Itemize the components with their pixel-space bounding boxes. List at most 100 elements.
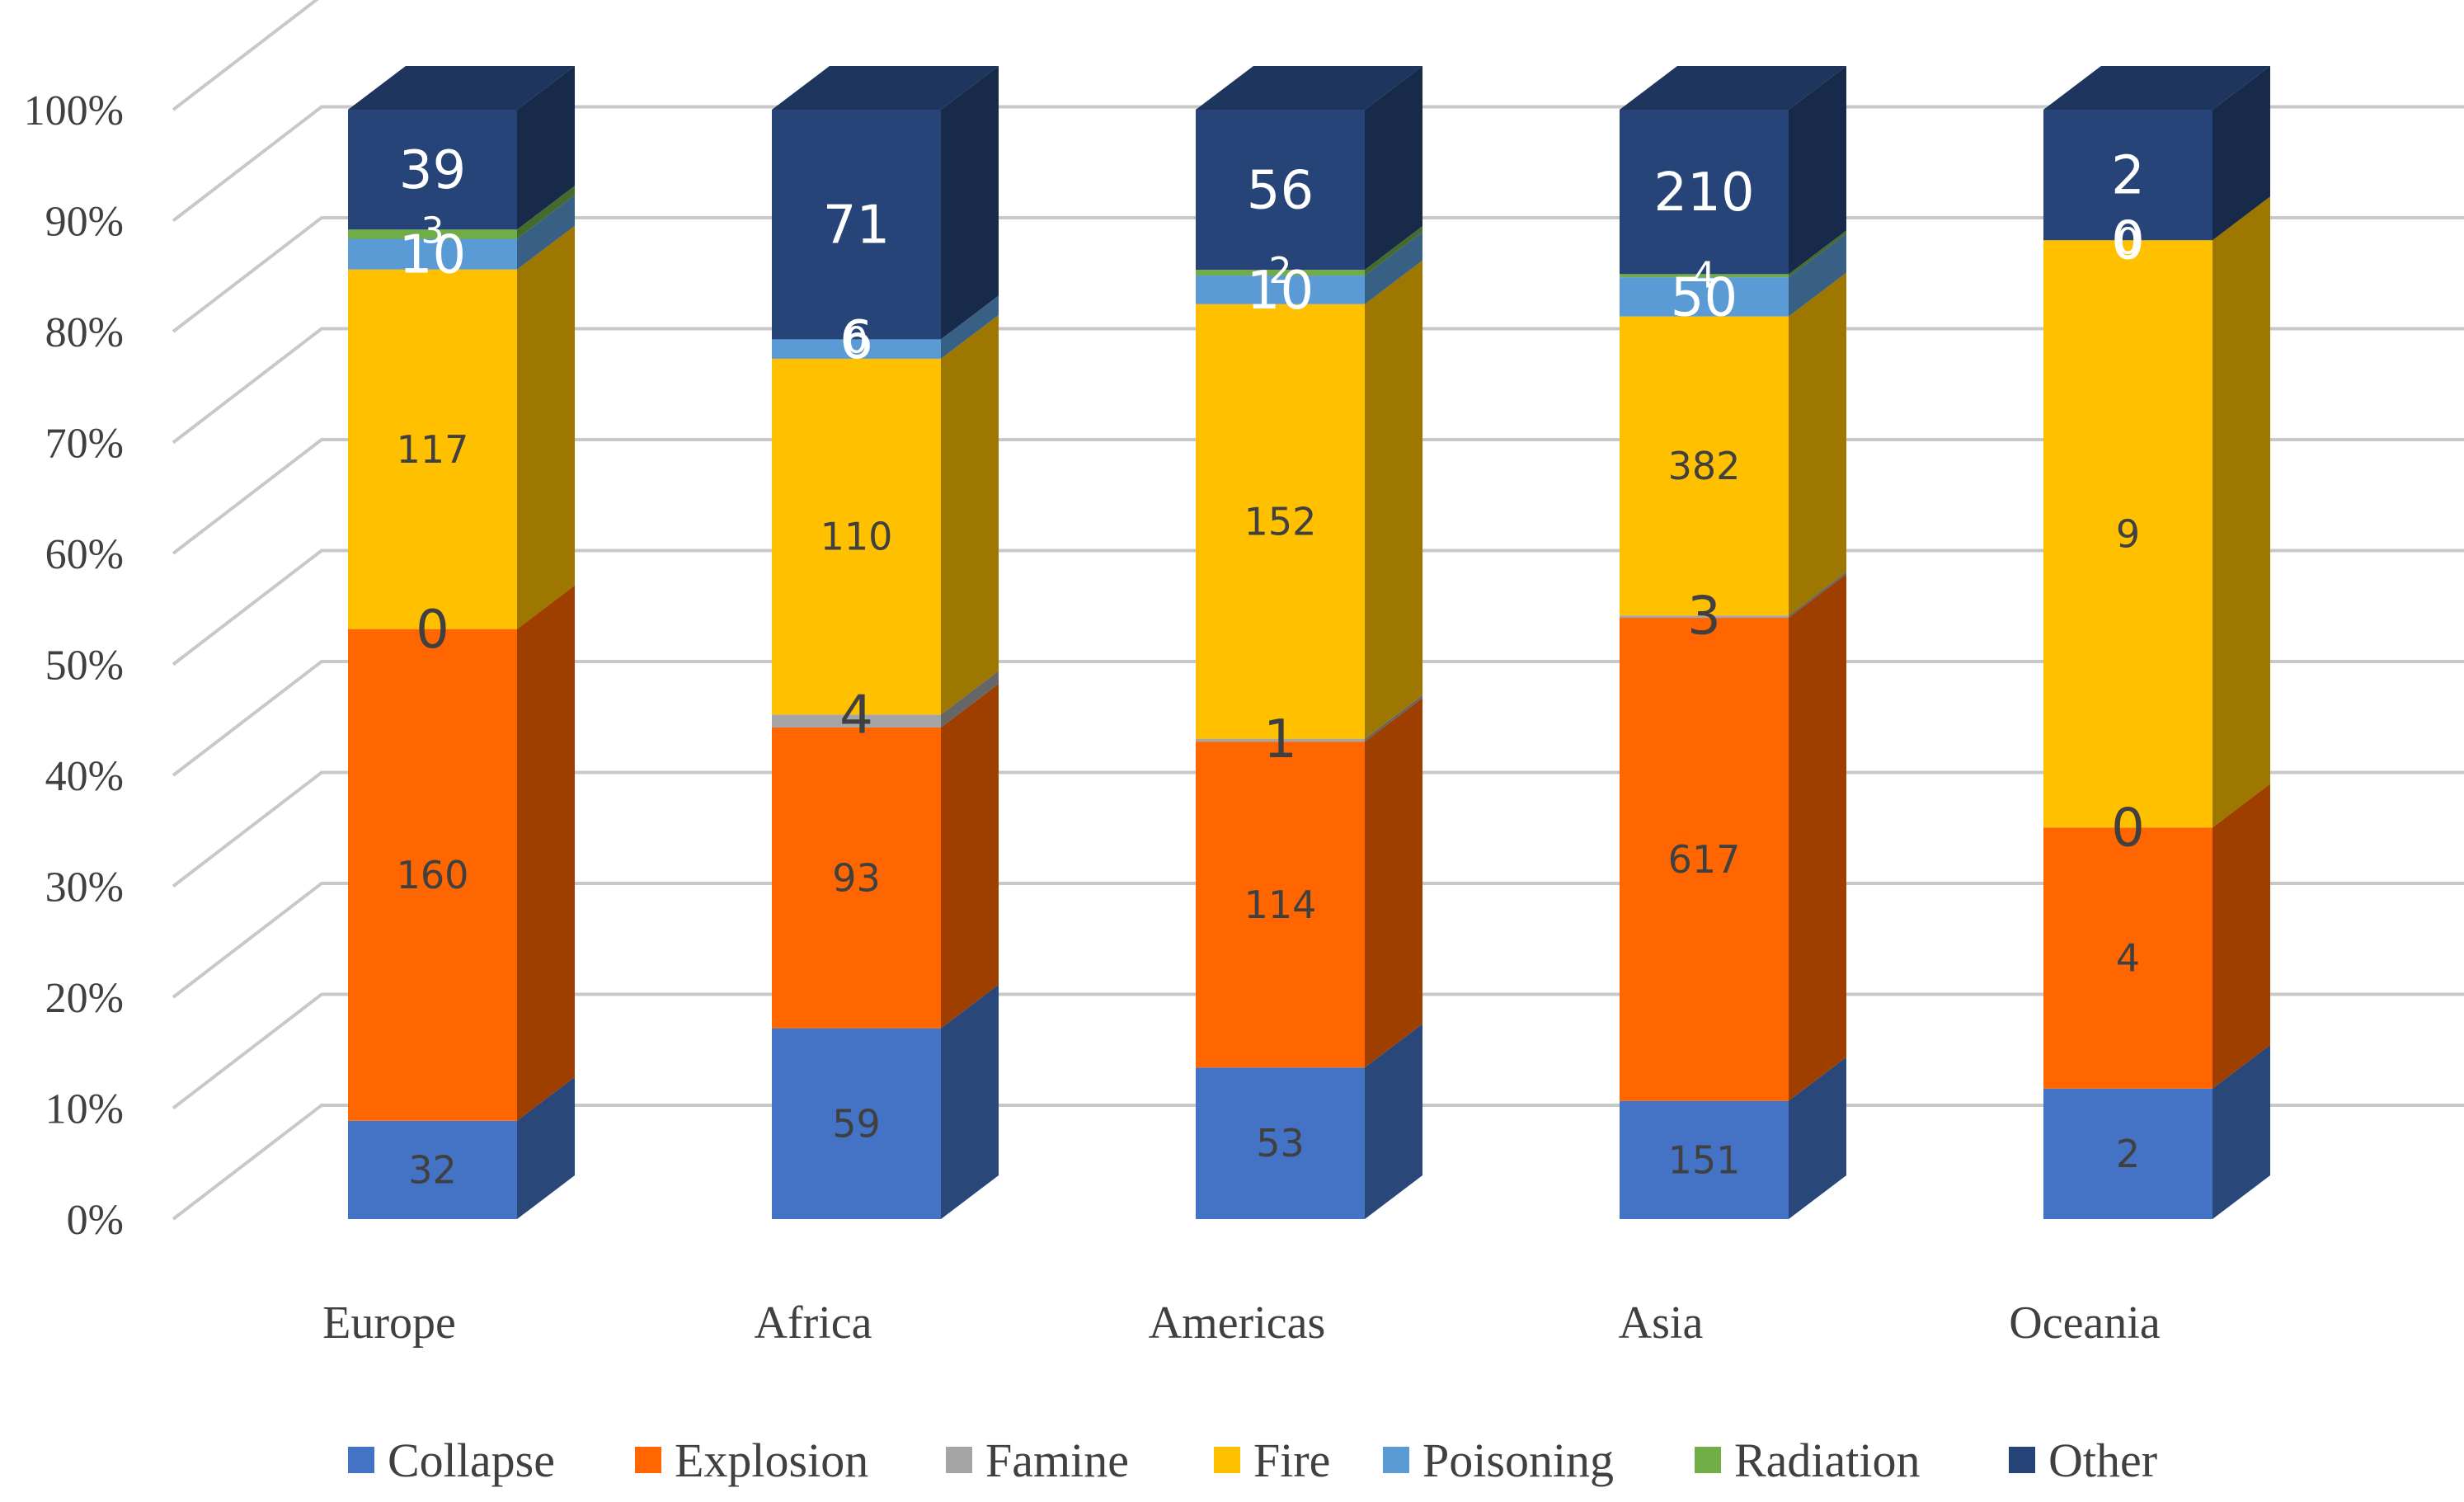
data-label: 39 <box>399 140 466 201</box>
data-label: 0 <box>2111 211 2145 272</box>
data-label: 160 <box>397 853 469 897</box>
bar-segment <box>772 984 999 1219</box>
bar-side <box>517 1076 575 1219</box>
bar-front <box>2043 240 2212 828</box>
bar-front <box>1620 615 1789 619</box>
bar-side <box>1789 574 1846 1101</box>
data-label: 71 <box>823 195 890 257</box>
data-label: 4 <box>839 685 873 746</box>
bar-segment <box>772 66 999 340</box>
bar-front <box>772 727 941 1029</box>
data-label: 117 <box>397 427 469 472</box>
bar-side <box>941 984 999 1219</box>
bar-front <box>348 229 517 239</box>
bar-top <box>1620 66 1846 110</box>
legend-label: Radiation <box>1734 1434 1921 1487</box>
bar-side <box>1789 230 1846 278</box>
data-label: 110 <box>821 515 893 559</box>
y-tick-label: 30% <box>45 864 124 911</box>
data-label: 4 <box>2116 936 2140 981</box>
bar-segment <box>348 1076 575 1219</box>
legend-item: Poisoning <box>1383 1434 1614 1487</box>
bar-front <box>772 1028 941 1219</box>
bar-front <box>1620 274 1789 278</box>
legend-item: Collapse <box>348 1434 555 1487</box>
legend-swatch <box>2009 1447 2035 1473</box>
bar-front <box>1196 1067 1365 1219</box>
legend: Collapse Explosion Famine Fire Poisoning Radi… <box>348 1434 2157 1487</box>
bar-front <box>1196 275 1365 304</box>
bar-segment <box>1196 226 1422 276</box>
y-axis: 0% 10% 20% 30% 40% 50% 60% 70% 80% 90% 100% <box>24 87 124 1244</box>
data-label: 2 <box>2111 146 2145 207</box>
legend-label: Fire <box>1253 1434 1330 1487</box>
bar-side <box>1365 226 1422 276</box>
bar-segment <box>348 225 575 629</box>
bar-segment <box>1196 694 1422 742</box>
data-label: 382 <box>1668 444 1741 488</box>
bar-front <box>1620 316 1789 616</box>
bar-side <box>941 314 999 715</box>
data-label: 152 <box>1244 499 1317 544</box>
x-axis: Europe Africa Americas Asia Oceania <box>322 1297 2161 1349</box>
bar-segment <box>1620 233 1846 317</box>
bar-segment <box>1620 272 1846 616</box>
y-tick-label: 40% <box>45 753 124 800</box>
bar-top <box>772 66 999 110</box>
bar-front <box>2043 110 2212 241</box>
x-tick-label: Oceania <box>2009 1297 2161 1349</box>
data-label: 53 <box>1256 1121 1305 1165</box>
y-tick-label: 50% <box>45 643 124 690</box>
bar-segment <box>348 66 575 230</box>
bar-front <box>348 110 517 230</box>
bar-side <box>1789 233 1846 317</box>
legend-label: Famine <box>985 1434 1129 1487</box>
data-label: 617 <box>1668 837 1741 882</box>
bar-side <box>941 671 999 727</box>
bar-front <box>772 110 941 340</box>
legend-item: Fire <box>1214 1434 1330 1487</box>
bar-side <box>1365 232 1422 304</box>
bar-side <box>517 195 575 270</box>
bar-segment <box>772 314 999 715</box>
bar-side <box>2212 1044 2270 1219</box>
bar-side <box>2212 66 2270 241</box>
legend-swatch <box>635 1447 661 1473</box>
data-label: 151 <box>1668 1137 1741 1182</box>
bar-segment <box>2043 196 2270 828</box>
bar-side <box>1789 572 1846 619</box>
data-label: 3 <box>421 210 444 252</box>
bar-top <box>348 66 575 110</box>
bar-segment <box>1620 230 1846 278</box>
x-tick-label: Asia <box>1619 1297 1704 1349</box>
bar-segment <box>1620 66 1846 275</box>
bar-segment <box>2043 784 2270 1089</box>
legend-item: Famine <box>946 1434 1129 1487</box>
bar-segment <box>1196 232 1422 304</box>
bar-segment <box>348 585 575 1121</box>
y-tick-label: 0% <box>67 1197 124 1244</box>
bar-side <box>1789 272 1846 616</box>
bar-segment <box>772 671 999 727</box>
data-label: 59 <box>832 1101 881 1146</box>
bar-side <box>517 225 575 629</box>
bar-side <box>1789 1057 1846 1219</box>
y-tick-label: 70% <box>45 421 124 468</box>
bar-top <box>2043 66 2270 110</box>
bar-segment <box>772 683 999 1029</box>
data-label: 3 <box>1687 586 1721 647</box>
bar-side <box>1365 1024 1422 1219</box>
bar-segment <box>1620 1057 1846 1219</box>
data-label: 0 <box>845 320 868 362</box>
bar-front <box>772 714 941 727</box>
data-labels: 3216001171033959934110607153114115210256… <box>397 140 2145 1192</box>
data-label: 114 <box>1244 883 1317 927</box>
x-tick-label: Americas <box>1149 1297 1326 1349</box>
bar-side <box>517 186 575 239</box>
legend-item: Explosion <box>635 1434 868 1487</box>
bar-front <box>772 339 941 359</box>
data-label: 210 <box>1653 162 1754 224</box>
legend-swatch <box>1383 1447 1409 1473</box>
data-label: 1 <box>1263 709 1297 770</box>
